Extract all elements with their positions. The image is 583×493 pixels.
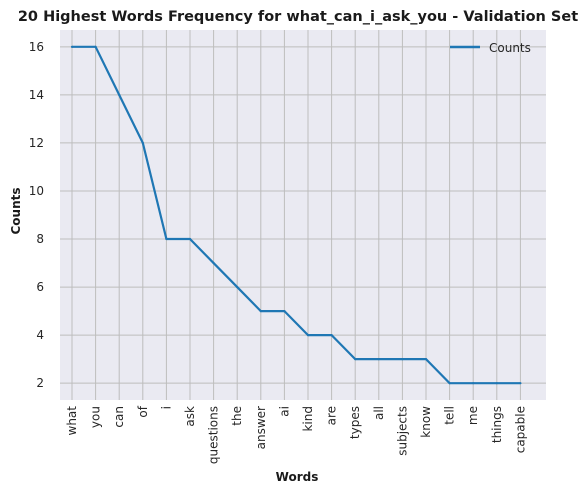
x-axis-label: Words	[276, 470, 319, 484]
x-tick-label: capable	[513, 406, 527, 453]
legend: Counts	[450, 41, 531, 55]
data-point	[424, 358, 428, 361]
data-point	[236, 285, 239, 289]
y-axis-label: Counts	[9, 187, 23, 234]
data-point	[212, 261, 215, 265]
legend-label-counts: Counts	[489, 41, 531, 55]
data-point	[94, 45, 97, 48]
y-tick-label: 4	[36, 328, 44, 342]
y-tick-label: 8	[36, 232, 44, 246]
x-tick-label: questions	[207, 406, 221, 464]
data-point	[330, 334, 333, 337]
y-tick-label: 6	[36, 280, 44, 294]
y-tick-label: 2	[36, 376, 44, 390]
data-point	[495, 382, 498, 385]
x-tick-label: are	[325, 406, 339, 425]
x-tick-label: the	[230, 406, 244, 426]
data-point	[448, 382, 451, 385]
x-tick-label: me	[466, 406, 480, 425]
x-tick-label: of	[136, 405, 150, 417]
data-point	[70, 45, 74, 48]
grid-lines	[60, 30, 546, 400]
data-point	[519, 382, 522, 385]
tick-labels: 2 4 6 8 10 12 14 16 what you can of i ask questions the…	[29, 40, 528, 464]
chart-title: 20 Highest Words Frequency for what_can_…	[18, 9, 578, 25]
y-tick-label: 12	[29, 136, 44, 150]
data-point	[354, 358, 357, 361]
x-tick-label: know	[419, 406, 433, 438]
x-tick-label: ai	[277, 406, 291, 417]
data-point	[165, 237, 168, 241]
data-point	[141, 141, 144, 145]
x-tick-label: what	[65, 406, 79, 436]
x-tick-label: answer	[254, 406, 268, 449]
series-layer	[70, 45, 522, 385]
data-point	[401, 358, 404, 361]
plot-area	[60, 30, 546, 400]
x-tick-label: types	[348, 406, 362, 439]
x-tick-label: you	[89, 406, 103, 428]
y-tick-label: 16	[29, 40, 44, 54]
x-tick-label: kind	[301, 406, 315, 432]
x-tick-label: can	[112, 406, 126, 428]
data-point	[472, 382, 475, 385]
x-tick-label: i	[159, 406, 173, 409]
data-point	[118, 93, 121, 96]
x-tick-label: tell	[443, 406, 457, 425]
data-point	[283, 310, 286, 313]
x-tick-label: subjects	[395, 406, 409, 456]
x-tick-label: things	[490, 406, 504, 443]
data-point	[259, 310, 262, 313]
data-point	[377, 358, 380, 361]
y-tick-label: 14	[29, 88, 44, 102]
data-point	[188, 237, 192, 241]
x-tick-label: ask	[183, 406, 197, 427]
y-tick-label: 10	[29, 184, 44, 198]
x-tick-label: all	[372, 406, 386, 420]
series-line-counts	[72, 45, 521, 385]
data-point	[306, 334, 310, 337]
